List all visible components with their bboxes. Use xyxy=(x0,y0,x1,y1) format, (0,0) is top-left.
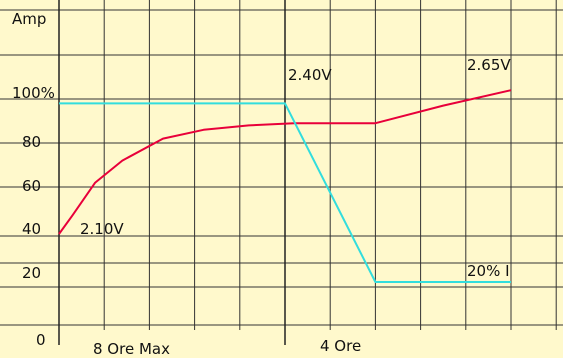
annotation-20-percent-i: 20% I xyxy=(467,262,510,280)
annotation-2-65v: 2.65V xyxy=(467,56,511,74)
x-label-charge-time: 8 Ore Max xyxy=(93,340,170,358)
series-layer xyxy=(58,89,512,283)
annotation-2-10v: 2.10V xyxy=(80,220,124,238)
y-tick-label-80: 80 xyxy=(22,133,41,151)
y-tick-label-40: 40 xyxy=(22,220,41,238)
y-tick-label-0: 0 xyxy=(36,331,46,349)
y-tick-label-100: 100% xyxy=(12,84,55,102)
y-tick-label-20: 20 xyxy=(22,264,41,282)
voltage-series-line xyxy=(58,89,512,235)
y-axis-label: Amp xyxy=(12,10,46,28)
x-label-absorption-time: 4 Ore xyxy=(320,337,361,355)
annotation-2-40v: 2.40V xyxy=(288,66,332,84)
current-series-line xyxy=(59,102,511,283)
y-tick-label-60: 60 xyxy=(22,177,41,195)
grid xyxy=(0,0,563,345)
